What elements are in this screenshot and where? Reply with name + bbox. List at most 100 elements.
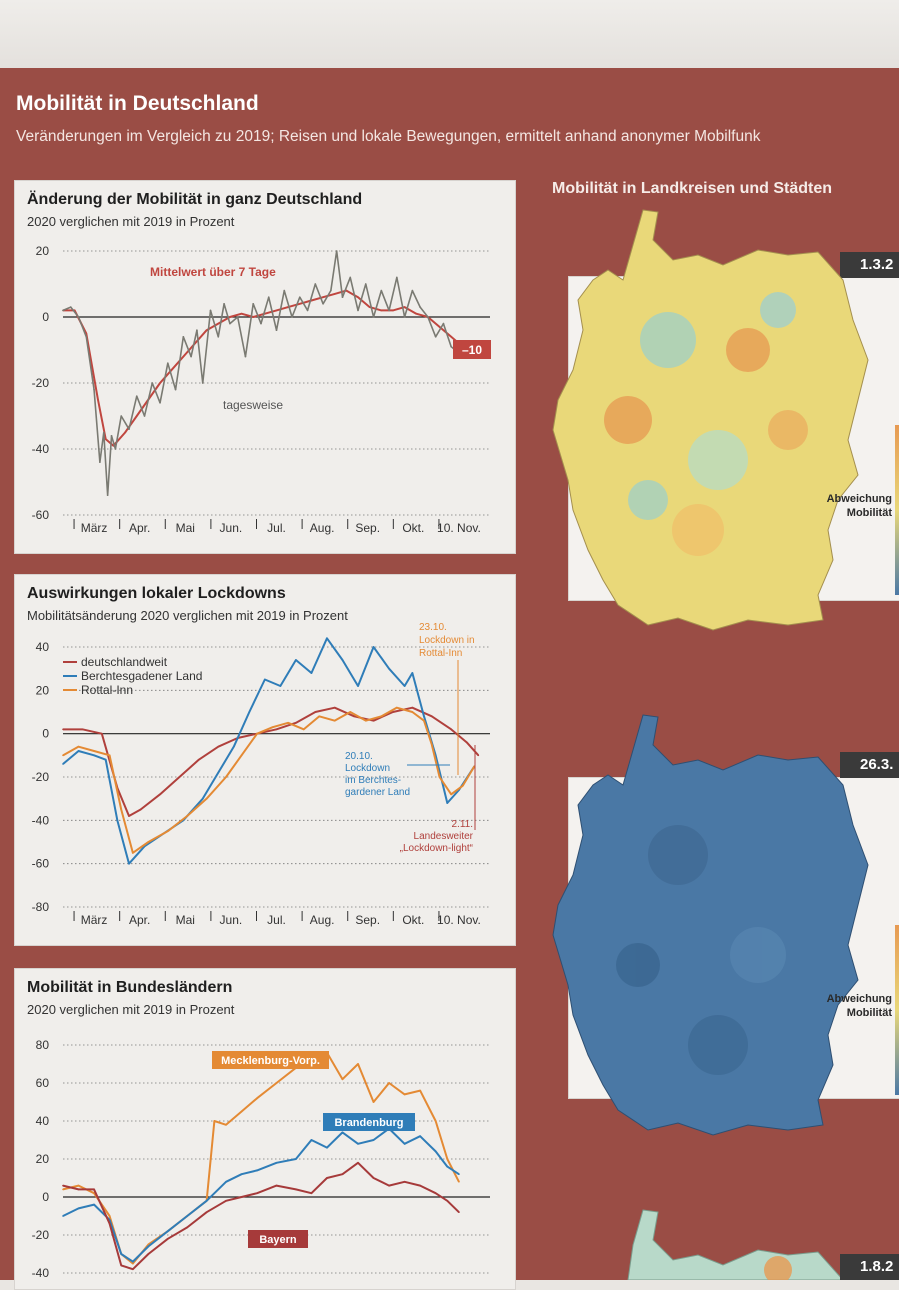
x-tick-label: Jul. [267, 521, 286, 535]
data-point [318, 715, 321, 718]
series-line-1 [62, 250, 475, 497]
data-point [446, 1165, 449, 1168]
data-point [302, 728, 305, 731]
data-point [77, 316, 80, 318]
y-tick-label: -80 [32, 900, 50, 914]
chart-subtitle: 2020 verglichen mit 2019 in Prozent [27, 214, 235, 229]
data-point [201, 382, 204, 384]
legend-label: deutschlandweit [81, 655, 168, 669]
data-point [458, 1211, 460, 1213]
data-point [438, 326, 441, 328]
data-point [403, 1181, 406, 1183]
chart-subtitle: 2020 verglichen mit 2019 in Prozent [27, 1002, 235, 1017]
data-point [151, 382, 154, 384]
data-point [225, 776, 227, 778]
data-point [186, 1226, 189, 1229]
data-point [93, 1192, 95, 1194]
y-tick-label: -40 [32, 442, 50, 456]
map-date-1: 1.3.2 [840, 252, 899, 278]
y-tick-label: 80 [36, 1038, 50, 1052]
annotation-daily: tagesweise [223, 398, 283, 412]
legend-bar-1 [895, 425, 899, 595]
data-point [178, 776, 181, 778]
data-point [477, 754, 480, 757]
data-point [341, 1078, 344, 1080]
data-point [326, 1177, 328, 1179]
data-point [93, 1203, 95, 1206]
data-point [225, 1181, 227, 1183]
data-point [419, 1135, 421, 1137]
series-label: Bayern [259, 1234, 297, 1246]
data-point [256, 732, 258, 735]
data-point [419, 1089, 421, 1092]
data-point [423, 719, 425, 722]
data-point [388, 667, 390, 670]
data-point [291, 316, 293, 318]
y-tick-label: 20 [36, 683, 50, 697]
data-point [341, 659, 344, 661]
series-label: Brandenburg [334, 1117, 403, 1129]
y-tick-label: 60 [36, 1076, 50, 1090]
y-tick-label: -20 [32, 1228, 50, 1242]
data-point [465, 741, 468, 744]
data-point [205, 329, 208, 331]
data-point [310, 1139, 313, 1141]
data-point [341, 296, 344, 298]
data-point [62, 1188, 64, 1191]
data-point [248, 711, 251, 713]
data-point [135, 415, 138, 417]
data-point [462, 784, 464, 787]
data-point [357, 1162, 359, 1164]
data-point [392, 309, 394, 312]
y-tick-label: 0 [42, 727, 49, 741]
data-point [411, 711, 414, 713]
data-point [322, 303, 324, 305]
data-point [93, 388, 95, 391]
data-point [430, 743, 433, 746]
data-point [333, 293, 336, 295]
x-tick-label: Jul. [267, 913, 286, 927]
data-point [252, 303, 255, 305]
data-point [159, 382, 161, 384]
data-point [229, 316, 231, 318]
chart-panel-local-lockdowns: Auswirkungen lokaler Lockdowns Mobilität… [14, 574, 516, 946]
chart-title: Änderung der Mobilität in ganz Deutschla… [27, 191, 363, 208]
data-point [114, 448, 117, 450]
data-point [364, 719, 367, 722]
data-point [182, 355, 185, 358]
data-point [341, 1131, 344, 1134]
page-title: Mobilität in Deutschland [16, 92, 259, 115]
data-point [167, 1238, 169, 1240]
germany-map-3 [627, 1209, 844, 1280]
legend-label-line2: Mobilität [846, 507, 892, 519]
data-point [450, 728, 452, 731]
data-point [240, 1173, 243, 1175]
data-point [104, 758, 107, 761]
data-point [93, 1188, 95, 1191]
data-point [403, 685, 406, 687]
data-point [275, 1162, 278, 1164]
data-point [132, 1268, 134, 1270]
data-point [357, 1063, 359, 1065]
data-point [295, 1158, 297, 1160]
y-tick-label: 20 [36, 244, 50, 258]
data-point [438, 776, 441, 778]
data-point [314, 283, 317, 285]
annotation-text: Lockdown [345, 763, 390, 774]
series-line-0 [63, 706, 480, 817]
y-tick-label: -60 [32, 857, 50, 871]
legend-bar-2 [895, 925, 899, 1095]
germany-map-1 [552, 209, 869, 631]
data-point [170, 369, 173, 371]
data-point [372, 1101, 375, 1103]
data-point [93, 750, 95, 752]
data-point [120, 415, 123, 417]
data-point [450, 793, 452, 796]
data-point [403, 1093, 406, 1096]
data-point [298, 303, 301, 305]
data-point [62, 754, 64, 757]
data-point [147, 1245, 150, 1248]
data-point [310, 1192, 313, 1194]
data-point [104, 438, 107, 440]
data-point [205, 1211, 208, 1213]
